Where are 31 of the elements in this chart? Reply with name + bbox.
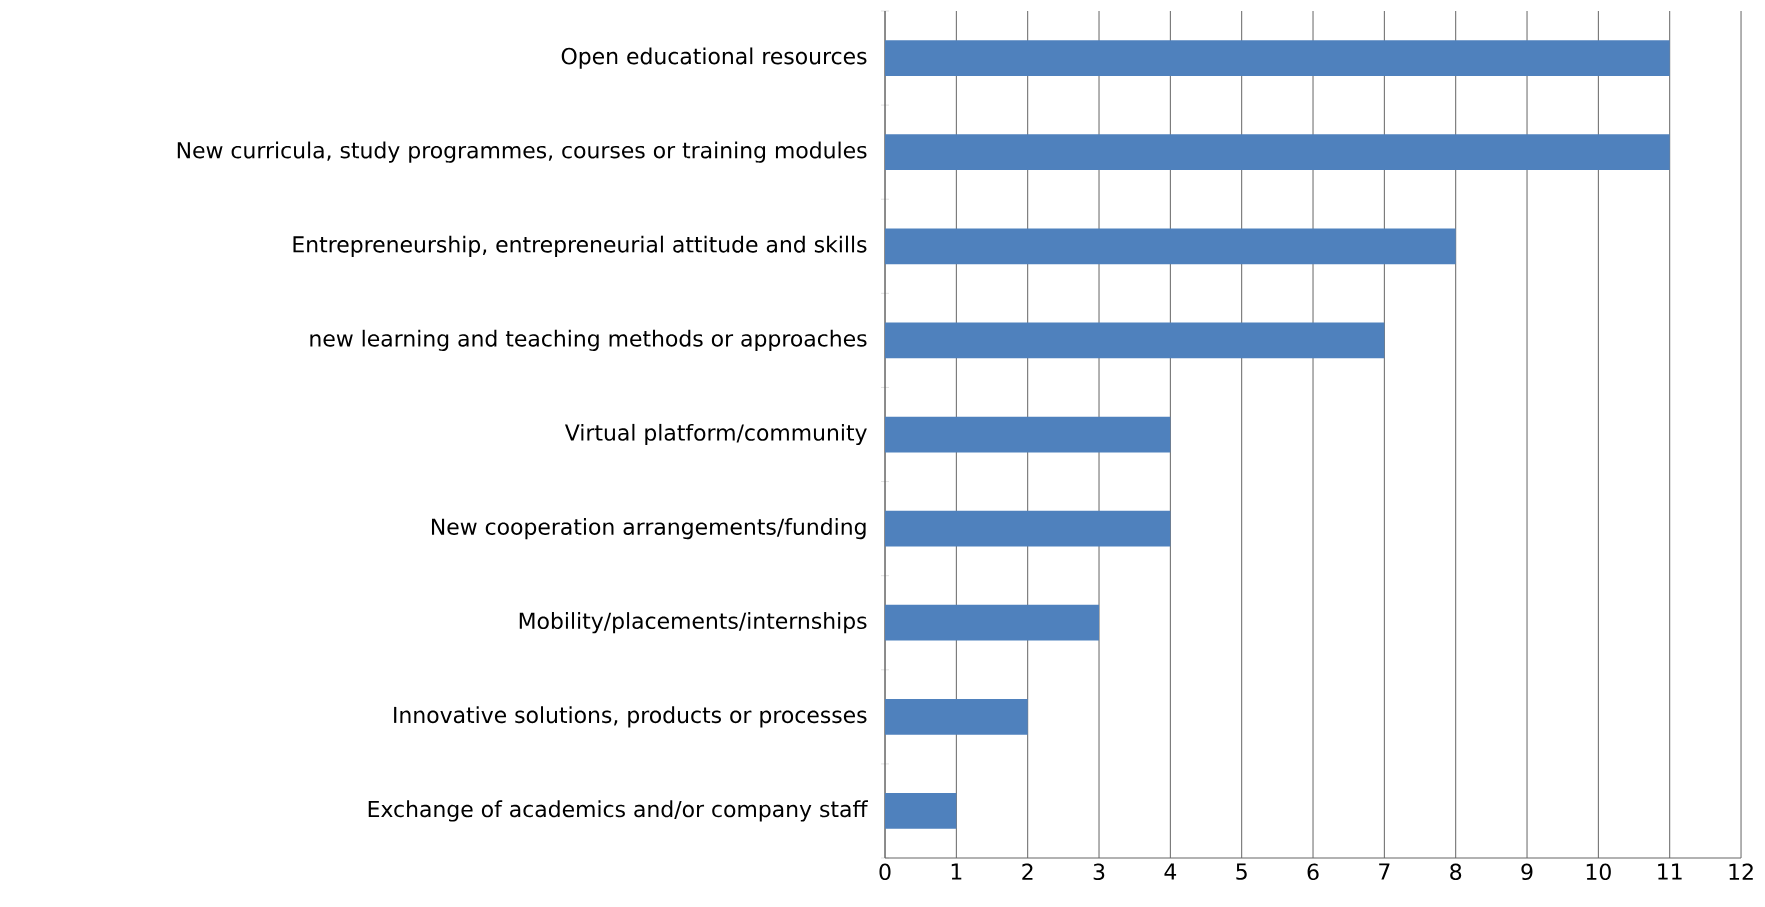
x-tick-label: 12 [1729, 863, 1753, 880]
y-tick-label: Mobility/placements/internships [519, 612, 867, 634]
bar [885, 698, 1028, 735]
y-tick-label: New curricula, study programmes, courses or training modules [177, 141, 867, 163]
bar [885, 416, 1171, 453]
bar [885, 604, 1100, 641]
y-tick-label: Exchange of academics and/or company staff [368, 800, 868, 822]
y-tick-label: New cooperation arrangements/funding [431, 518, 866, 540]
x-tick-label: 0 [879, 863, 891, 881]
bar [885, 510, 1171, 547]
x-tick-label: 3 [1093, 863, 1105, 881]
x-tick-label: 7 [1379, 863, 1390, 880]
x-tick-label: 9 [1521, 863, 1533, 881]
x-tick-label: 2 [1022, 863, 1033, 880]
bar [885, 134, 1670, 171]
x-tick-label: 10 [1586, 863, 1611, 881]
y-tick-label: Entrepreneurship, entrepreneurial attitude and skills [293, 235, 867, 257]
bar [885, 228, 1456, 265]
bar [885, 322, 1385, 359]
x-tick-label: 5 [1236, 863, 1247, 880]
bar [885, 40, 1670, 76]
x-tick-label: 6 [1307, 863, 1319, 881]
y-tick-label: Open educational resources [561, 47, 867, 69]
y-tick-label: Virtual platform/community [564, 423, 867, 446]
y-tick-label: Innovative solutions, products or processes [394, 706, 867, 728]
x-tick-label: 11 [1658, 863, 1682, 880]
x-tick-label: 1 [951, 863, 962, 880]
y-tick-label: new learning and teaching methods or approaches [310, 329, 867, 351]
bar [885, 793, 957, 829]
x-tick-label: 4 [1164, 863, 1177, 880]
x-tick-label: 8 [1450, 863, 1462, 881]
